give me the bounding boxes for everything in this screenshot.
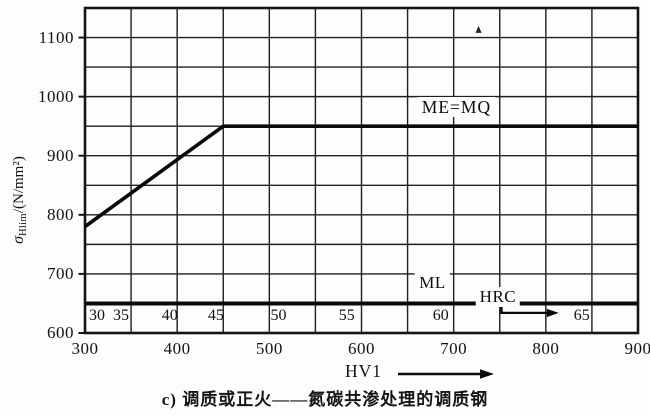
hrc-value-label: 35 xyxy=(112,307,129,325)
x-tick-label: 800 xyxy=(532,339,560,358)
hrc-value-label: 45 xyxy=(207,307,224,325)
series-label-ml: ML xyxy=(415,273,450,294)
hrc-value-label: 55 xyxy=(338,307,355,325)
hrc-arrow-head xyxy=(546,308,559,318)
x-axis-arrow-head xyxy=(480,369,494,379)
plot-frame xyxy=(83,6,640,335)
x-tick-label: 300 xyxy=(71,339,99,358)
y-axis-sigma-symbol: σ xyxy=(10,235,27,244)
hrc-scale-label: HRC xyxy=(475,286,521,307)
y-axis-unit: /(N/mm²) xyxy=(11,156,27,214)
x-tick-label: 700 xyxy=(440,339,468,358)
series-label-me-mq: ME=MQ xyxy=(417,96,496,117)
y-tick-label: 1100 xyxy=(38,27,74,47)
x-axis-title: HV1 xyxy=(345,361,383,381)
hrc-value-label: 40 xyxy=(161,307,178,325)
y-tick-label: 700 xyxy=(47,263,74,283)
x-tick-label: 400 xyxy=(163,339,191,358)
hrc-arrow-line xyxy=(500,304,549,315)
y-tick-label: 900 xyxy=(47,145,74,165)
x-tick-label: 600 xyxy=(348,339,375,358)
hrc-value-label: 50 xyxy=(270,307,287,325)
figure-caption: c) 调质或正火——氮碳共渗处理的调质钢 xyxy=(161,390,489,409)
x-tick-label: 900 xyxy=(624,339,650,358)
x-tick-label: 500 xyxy=(255,339,283,358)
hrc-value-label: 30 xyxy=(88,307,105,325)
print-speck xyxy=(475,25,482,33)
y-tick-label: 800 xyxy=(47,204,74,224)
series-line-me-mq xyxy=(83,124,638,229)
hrc-value-label: 65 xyxy=(573,307,590,325)
y-axis-title: σHlim/(N/mm²) xyxy=(10,110,32,290)
y-axis-subscript: Hlim xyxy=(18,213,29,236)
hrc-value-label: 60 xyxy=(432,307,449,325)
y-tick-label: 600 xyxy=(47,323,74,342)
y-tick-label: 1000 xyxy=(38,86,74,106)
